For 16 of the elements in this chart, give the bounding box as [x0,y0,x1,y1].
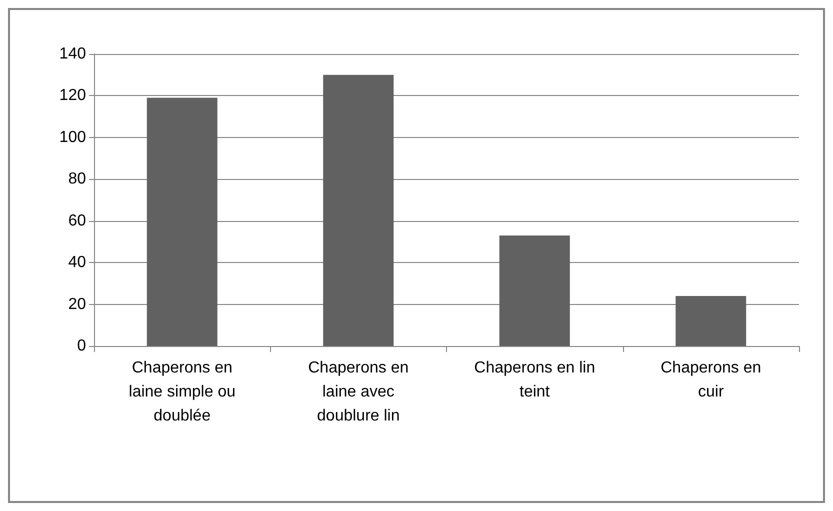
x-tick-label: Chaperons en laine avec doublure lin [308,360,409,424]
y-tick-label: 80 [68,170,86,188]
bar [499,235,570,346]
x-tick-label: Chaperons en cuir [660,360,762,400]
y-tick-label: 20 [68,296,86,313]
bar [676,296,746,346]
y-tick-label: 100 [59,128,86,146]
y-tick-label: 60 [68,212,86,230]
x-tick-label: Chaperons en lin teint [474,360,596,400]
y-tick-label: 40 [68,254,86,272]
y-tick-label: 140 [59,46,86,62]
bar [146,98,218,346]
y-tick-label: 120 [59,87,86,104]
bar [323,74,394,346]
y-tick-label: 0 [77,338,86,354]
x-tick-label: Chaperons en laine simple ou doublée [128,360,236,424]
